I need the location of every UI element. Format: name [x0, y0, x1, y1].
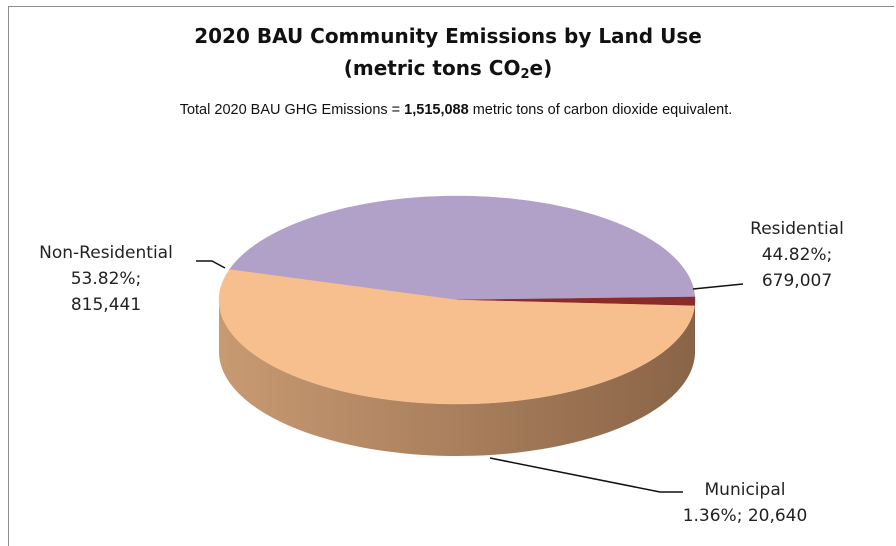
leader-line-non-residential	[196, 261, 225, 268]
data-label-line: Municipal	[705, 480, 786, 500]
data-label-non-residential: Non-Residential 53.82%; 815,441	[39, 243, 173, 315]
data-label-line: 44.82%;	[762, 245, 833, 265]
leader-line-residential	[693, 284, 743, 289]
data-label-residential: Residential 44.82%; 679,007	[750, 219, 844, 291]
data-label-line: 1.36%; 20,640	[683, 506, 808, 526]
data-label-line: Non-Residential	[39, 243, 173, 263]
data-label-line: 53.82%;	[71, 269, 142, 289]
data-label-line: 679,007	[762, 271, 832, 291]
leader-line-municipal	[490, 458, 683, 492]
data-label-line: Residential	[750, 219, 844, 239]
data-label-line: 815,441	[71, 295, 141, 315]
data-label-municipal: Municipal 1.36%; 20,640	[683, 480, 808, 526]
